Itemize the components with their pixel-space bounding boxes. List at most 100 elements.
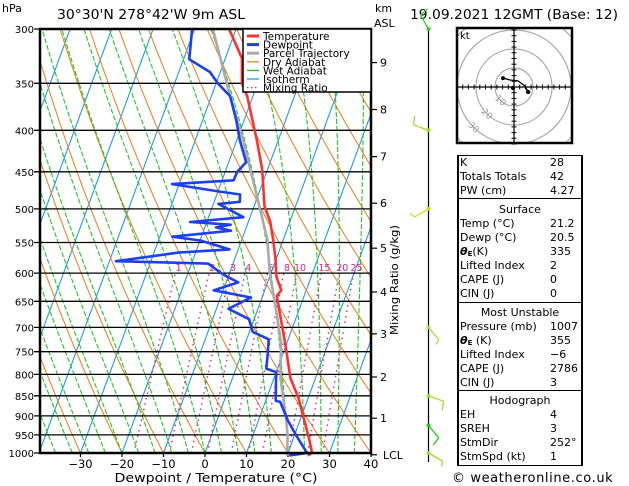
index-value: 335: [550, 245, 571, 258]
index-row-k: K 28: [459, 156, 581, 170]
theta-symbol: θ: [460, 334, 468, 347]
wind-barb-shaft: [428, 452, 443, 462]
index-label: CAPE (J): [460, 362, 505, 375]
wind-barb-flag: [440, 460, 444, 467]
pressure-tick-label: 700: [15, 323, 34, 334]
wind-barb-dot: [426, 27, 431, 31]
mixing-ratio-label: 3: [230, 263, 236, 274]
index-label: Pressure (mb): [460, 320, 537, 333]
x-axis-title: Dewpoint / Temperature (°C): [115, 471, 318, 485]
km-tick-label: 2: [380, 371, 387, 384]
wind-barb-shaft: [428, 425, 440, 439]
mu-theta-e-row: θE (K) 355: [459, 334, 581, 348]
legend-box: [242, 28, 372, 93]
wet-adiabat-line: [41, 29, 189, 453]
km-tick-label: 3: [380, 328, 387, 341]
hodograph-indices-box: Hodograph EH 4 SREH 3 StmDir 252° StmSpd (k…: [457, 390, 583, 466]
sreh-row: SREH 3: [459, 422, 581, 436]
wind-barb-shaft: [428, 395, 444, 402]
dewpoint-line: [114, 28, 309, 457]
station-location-title: 30°30'N 278°42'W 9m ASL: [57, 8, 246, 23]
mu-pressure-row: Pressure (mb) 1007: [459, 320, 581, 334]
hodograph-unit-label: kt: [460, 31, 470, 42]
wind-barb-dot: [426, 325, 431, 330]
theta-subscript: E: [467, 339, 473, 347]
dry-adiabat-line: [40, 355, 82, 453]
dry-adiabat-line: [619, 29, 629, 453]
x-tick-label: −30: [68, 457, 92, 471]
pressure-tick-label: 600: [15, 269, 34, 280]
legend-label: Dry Adiabat: [263, 57, 325, 69]
general-indices-box: K 28 Totals Totals 42 PW (cm) 4.27: [457, 155, 583, 199]
pressure-tick-label: 650: [15, 297, 34, 308]
surface-cin-row: CIN (J) 0: [459, 287, 581, 301]
hodograph-end-dot: [525, 89, 531, 95]
surface-cape-row: CAPE (J) 0: [459, 273, 581, 287]
surface-header: Surface: [499, 203, 541, 216]
hodograph-frame: [455, 26, 574, 145]
wind-barb-flag: [432, 437, 440, 446]
mixing-ratio-axis-title: Mixing Ratio (g/kg): [388, 225, 401, 335]
index-label: Dewp (°C): [460, 231, 517, 244]
index-label: K: [460, 156, 468, 169]
pressure-tick-label: 750: [15, 348, 34, 359]
wind-barb-dot: [426, 393, 431, 398]
index-label: CIN (J): [460, 376, 495, 389]
index-value: 42: [550, 170, 564, 183]
sounding-profiles: [114, 28, 314, 457]
isotherm-line: [328, 338, 371, 453]
legend-label: Wet Adiabat: [263, 65, 327, 77]
legend-entry: Dry Adiabat: [247, 57, 325, 69]
index-value: 0: [550, 287, 557, 300]
pressure-tick-label: 800: [15, 370, 34, 381]
index-value: 2: [550, 259, 557, 272]
x-tick-label: 20: [281, 457, 296, 471]
pressure-tick-label: 500: [15, 205, 34, 216]
wind-barb-dot: [426, 451, 431, 455]
x-tick-label: 0: [201, 457, 208, 471]
index-value: 1: [550, 450, 557, 463]
wind-barb-shaft: [413, 124, 429, 131]
wind-barb-flag: [441, 401, 445, 411]
theta-symbol: θ: [460, 245, 468, 258]
legend-entry: Wet Adiabat: [247, 65, 327, 77]
pressure-axis-unit: hPa: [2, 2, 22, 15]
index-value: 20.5: [550, 231, 575, 244]
legend-label: Temperature: [262, 31, 330, 43]
isotherm-line: [40, 29, 113, 226]
wind-barb: [419, 8, 431, 31]
mixing-ratio-label: 1: [176, 263, 182, 274]
legend-entry: Dewpoint: [247, 40, 313, 52]
wet-adiabat-line: [61, 29, 206, 453]
wind-barb-dot: [426, 206, 431, 211]
wind-barb: [426, 325, 440, 345]
index-value: 0: [550, 273, 557, 286]
temperature-line: [227, 28, 314, 457]
index-value: 252°: [550, 436, 577, 449]
x-tick-label: 30: [322, 457, 337, 471]
x-tick-label: −20: [110, 457, 134, 471]
eh-row: EH 4: [459, 408, 581, 422]
legend-entry: Mixing Ratio: [247, 83, 328, 95]
isotherm-line: [79, 29, 237, 453]
pressure-tick-label: 900: [15, 412, 34, 423]
pressure-tick-label: 950: [15, 431, 34, 442]
km-tick-label: 1: [380, 412, 387, 425]
most-unstable-box: Most Unstable Pressure (mb) 1007 θE (K) 35…: [457, 302, 583, 391]
wind-barb-shaft: [428, 326, 440, 341]
index-value: 4.27: [550, 184, 575, 197]
pressure-tick-label: 450: [15, 168, 34, 179]
mixing-ratio-label: 8: [284, 263, 290, 274]
legend-label: Isotherm: [263, 74, 310, 86]
index-label: Totals Totals: [460, 170, 527, 183]
isotherm-line: [204, 29, 362, 453]
index-value: 3: [550, 422, 557, 435]
mixing-ratio-label: 4: [245, 263, 251, 274]
km-tick-label: 9: [380, 57, 387, 70]
index-value: 2786: [550, 362, 578, 375]
wind-barb-flag: [435, 339, 440, 345]
index-label: θE (K): [460, 334, 492, 350]
